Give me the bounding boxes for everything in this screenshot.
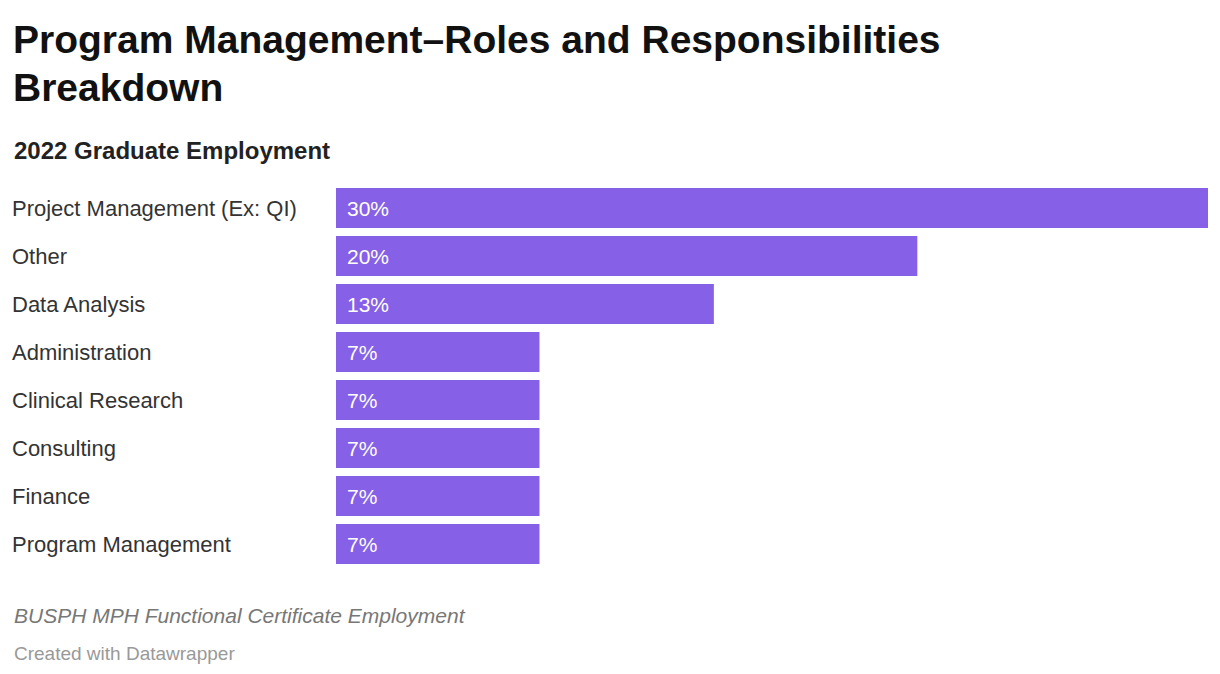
svg-text:20%: 20%	[347, 245, 389, 268]
svg-text:Created with Datawrapper: Created with Datawrapper	[14, 643, 235, 664]
svg-text:7%: 7%	[347, 533, 377, 556]
svg-text:7%: 7%	[347, 389, 377, 412]
svg-text:13%: 13%	[347, 293, 389, 316]
svg-text:Program Management: Program Management	[12, 532, 231, 557]
svg-text:Project Management (Ex: QI): Project Management (Ex: QI)	[12, 196, 297, 221]
svg-text:7%: 7%	[347, 437, 377, 460]
svg-text:Clinical Research: Clinical Research	[12, 388, 183, 413]
svg-text:Consulting: Consulting	[12, 436, 116, 461]
svg-text:7%: 7%	[347, 485, 377, 508]
svg-text:Other: Other	[12, 244, 67, 269]
svg-text:Finance: Finance	[12, 484, 90, 509]
svg-text:30%: 30%	[347, 197, 389, 220]
svg-text:2022 Graduate Employment: 2022 Graduate Employment	[14, 137, 330, 164]
svg-text:Breakdown: Breakdown	[13, 66, 223, 109]
svg-text:Data Analysis: Data Analysis	[12, 292, 145, 317]
svg-text:7%: 7%	[347, 341, 377, 364]
svg-text:BUSPH MPH Functional Certifica: BUSPH MPH Functional Certificate Employm…	[14, 604, 466, 627]
svg-text:Program Management–Roles and R: Program Management–Roles and Responsibil…	[13, 18, 951, 61]
svg-text:Administration: Administration	[12, 340, 151, 365]
